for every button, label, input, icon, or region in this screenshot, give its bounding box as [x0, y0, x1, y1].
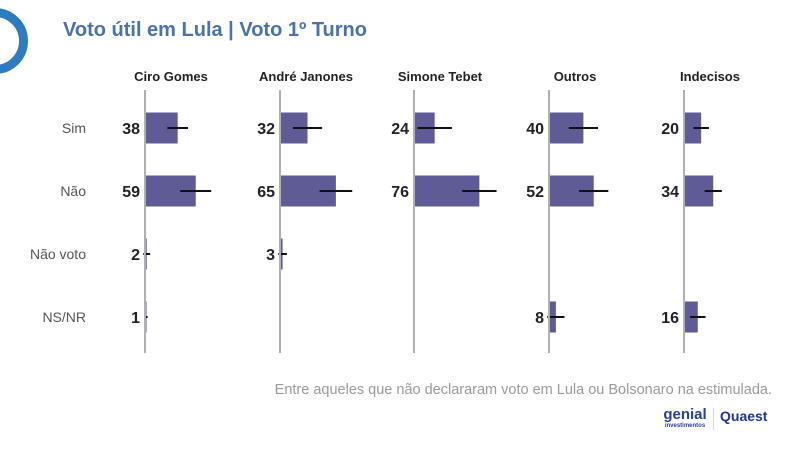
data-label: 24	[391, 121, 409, 138]
data-label: 8	[535, 310, 544, 327]
data-label: 32	[257, 121, 275, 138]
data-label: 1	[131, 310, 140, 327]
footnote: Entre aqueles que não declararam voto em…	[274, 382, 772, 398]
bar	[684, 112, 702, 144]
data-label: 2	[131, 247, 140, 264]
category-label: Sim	[62, 120, 86, 136]
logo-divider	[713, 408, 714, 430]
data-label: 38	[122, 121, 140, 138]
data-label: 16	[661, 310, 679, 327]
panel-title: Simone Tebet	[398, 69, 483, 84]
data-label: 20	[661, 121, 679, 138]
data-label: 52	[526, 184, 544, 201]
quaest-logo: Quaest	[720, 408, 768, 424]
chart-title: Voto útil em Lula | Voto 1º Turno	[63, 19, 367, 41]
data-label: 34	[661, 184, 679, 201]
data-label: 65	[257, 184, 275, 201]
genial-logo: genial investimentos	[663, 406, 707, 429]
category-label: Não	[60, 183, 86, 199]
panel-title: Ciro Gomes	[134, 69, 208, 84]
category-label: Não voto	[30, 246, 86, 262]
panel-title: Indecisos	[680, 69, 740, 84]
data-label: 76	[391, 184, 409, 201]
data-label: 3	[266, 247, 275, 264]
data-label: 40	[526, 121, 544, 138]
data-label: 59	[122, 184, 140, 201]
panel-title: Outros	[554, 69, 597, 84]
category-label: NS/NR	[42, 309, 86, 325]
panel-title: André Janones	[259, 69, 353, 84]
